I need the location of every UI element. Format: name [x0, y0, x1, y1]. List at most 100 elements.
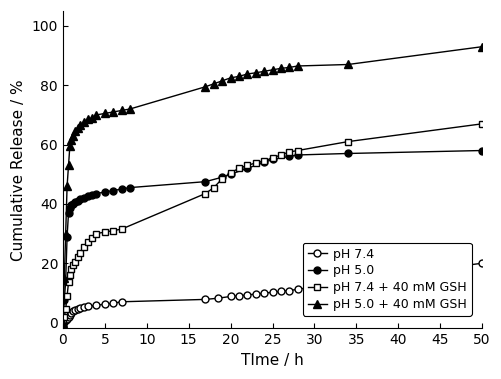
pH 7.4 + 40 mM GSH: [227, 171, 233, 175]
pH 5.0: [118, 187, 124, 191]
pH 7.4 + 40 mM GSH: [72, 260, 78, 264]
pH 7.4: [64, 317, 70, 321]
pH 5.0: [63, 279, 69, 283]
pH 7.4 + 40 mM GSH: [286, 150, 292, 154]
pH 5.0: [64, 234, 70, 239]
pH 7.4: [63, 318, 69, 323]
pH 7.4 + 40 mM GSH: [261, 159, 267, 163]
pH 7.4: [244, 293, 250, 297]
X-axis label: TIme / h: TIme / h: [240, 353, 303, 368]
pH 5.0: [72, 200, 78, 205]
pH 7.4: [294, 287, 300, 291]
pH 5.0 + 40 mM GSH: [269, 67, 275, 72]
Legend: pH 7.4, pH 5.0, pH 7.4 + 40 mM GSH, pH 5.0 + 40 mM GSH: pH 7.4, pH 5.0, pH 7.4 + 40 mM GSH, pH 5…: [302, 243, 471, 316]
pH 7.4: [110, 301, 116, 305]
pH 5.0 + 40 mM GSH: [64, 184, 70, 188]
pH 5.0 + 40 mM GSH: [235, 74, 241, 78]
pH 7.4 + 40 mM GSH: [102, 230, 108, 234]
pH 7.4 + 40 mM GSH: [118, 227, 124, 232]
pH 5.0: [227, 172, 233, 177]
pH 7.4: [202, 297, 208, 302]
pH 7.4: [68, 311, 74, 315]
pH 7.4: [478, 261, 484, 266]
pH 5.0 + 40 mM GSH: [478, 44, 484, 49]
pH 7.4 + 40 mM GSH: [60, 320, 66, 325]
pH 5.0 + 40 mM GSH: [65, 163, 71, 168]
pH 7.4 + 40 mM GSH: [344, 139, 350, 144]
pH 5.0 + 40 mM GSH: [127, 107, 133, 111]
pH 5.0: [81, 196, 87, 200]
pH 7.4: [102, 302, 108, 307]
pH 7.4 + 40 mM GSH: [77, 251, 83, 255]
pH 7.4: [278, 289, 284, 294]
pH 7.4 + 40 mM GSH: [67, 273, 73, 277]
pH 7.4: [214, 296, 220, 301]
Line: pH 7.4: pH 7.4: [59, 260, 484, 326]
pH 5.0 + 40 mM GSH: [261, 69, 267, 74]
pH 7.4: [81, 305, 87, 309]
pH 5.0 + 40 mM GSH: [294, 64, 300, 68]
pH 7.4 + 40 mM GSH: [81, 244, 87, 249]
pH 5.0 + 40 mM GSH: [244, 72, 250, 76]
pH 5.0 + 40 mM GSH: [75, 126, 81, 130]
pH 7.4 + 40 mM GSH: [64, 294, 70, 298]
pH 5.0: [344, 151, 350, 156]
pH 5.0 + 40 mM GSH: [118, 108, 124, 113]
pH 5.0: [478, 148, 484, 153]
pH 5.0: [65, 210, 71, 215]
pH 7.4 + 40 mM GSH: [93, 231, 99, 236]
pH 5.0 + 40 mM GSH: [210, 81, 216, 86]
pH 7.4: [75, 307, 81, 312]
pH 7.4: [67, 313, 73, 317]
Line: pH 7.4 + 40 mM GSH: pH 7.4 + 40 mM GSH: [59, 121, 484, 326]
pH 7.4 + 40 mM GSH: [61, 314, 67, 319]
pH 7.4 + 40 mM GSH: [294, 148, 300, 153]
pH 7.4 + 40 mM GSH: [244, 163, 250, 168]
Y-axis label: Cumulative Release / %: Cumulative Release / %: [11, 79, 26, 261]
pH 5.0 + 40 mM GSH: [67, 144, 73, 148]
pH 5.0 + 40 mM GSH: [77, 123, 83, 128]
pH 5.0: [219, 175, 225, 180]
pH 5.0: [75, 199, 81, 203]
pH 5.0: [60, 320, 66, 325]
pH 7.4 + 40 mM GSH: [68, 267, 74, 271]
pH 7.4: [252, 292, 258, 296]
pH 5.0 + 40 mM GSH: [286, 65, 292, 70]
pH 5.0: [93, 191, 99, 196]
pH 5.0: [67, 206, 73, 211]
pH 5.0 + 40 mM GSH: [252, 70, 258, 75]
pH 7.4 + 40 mM GSH: [219, 176, 225, 181]
pH 7.4 + 40 mM GSH: [85, 240, 91, 245]
pH 7.4 + 40 mM GSH: [65, 280, 71, 285]
pH 5.0 + 40 mM GSH: [202, 85, 208, 89]
pH 7.4: [72, 308, 78, 312]
pH 7.4: [261, 291, 267, 296]
pH 7.4 + 40 mM GSH: [89, 236, 95, 240]
pH 5.0: [202, 179, 208, 184]
pH 5.0 + 40 mM GSH: [72, 129, 78, 133]
Line: pH 5.0: pH 5.0: [59, 147, 484, 326]
pH 7.4: [77, 306, 83, 310]
pH 5.0 + 40 mM GSH: [344, 62, 350, 67]
pH 5.0: [61, 298, 67, 302]
pH 5.0: [294, 153, 300, 157]
pH 7.4 + 40 mM GSH: [252, 161, 258, 165]
pH 7.4 + 40 mM GSH: [210, 185, 216, 190]
pH 7.4 + 40 mM GSH: [75, 255, 81, 260]
pH 5.0 + 40 mM GSH: [63, 231, 69, 236]
pH 7.4: [85, 304, 91, 309]
pH 5.0 + 40 mM GSH: [219, 78, 225, 83]
pH 5.0: [286, 154, 292, 159]
pH 7.4: [235, 294, 241, 298]
pH 7.4 + 40 mM GSH: [269, 156, 275, 160]
pH 7.4 + 40 mM GSH: [110, 228, 116, 233]
pH 5.0: [89, 193, 95, 197]
pH 7.4 + 40 mM GSH: [235, 166, 241, 171]
pH 7.4 + 40 mM GSH: [63, 307, 69, 312]
pH 5.0 + 40 mM GSH: [81, 120, 87, 125]
pH 5.0: [68, 203, 74, 208]
pH 7.4: [93, 303, 99, 308]
pH 5.0 + 40 mM GSH: [110, 110, 116, 114]
pH 5.0 + 40 mM GSH: [60, 320, 66, 325]
pH 7.4: [60, 320, 66, 325]
